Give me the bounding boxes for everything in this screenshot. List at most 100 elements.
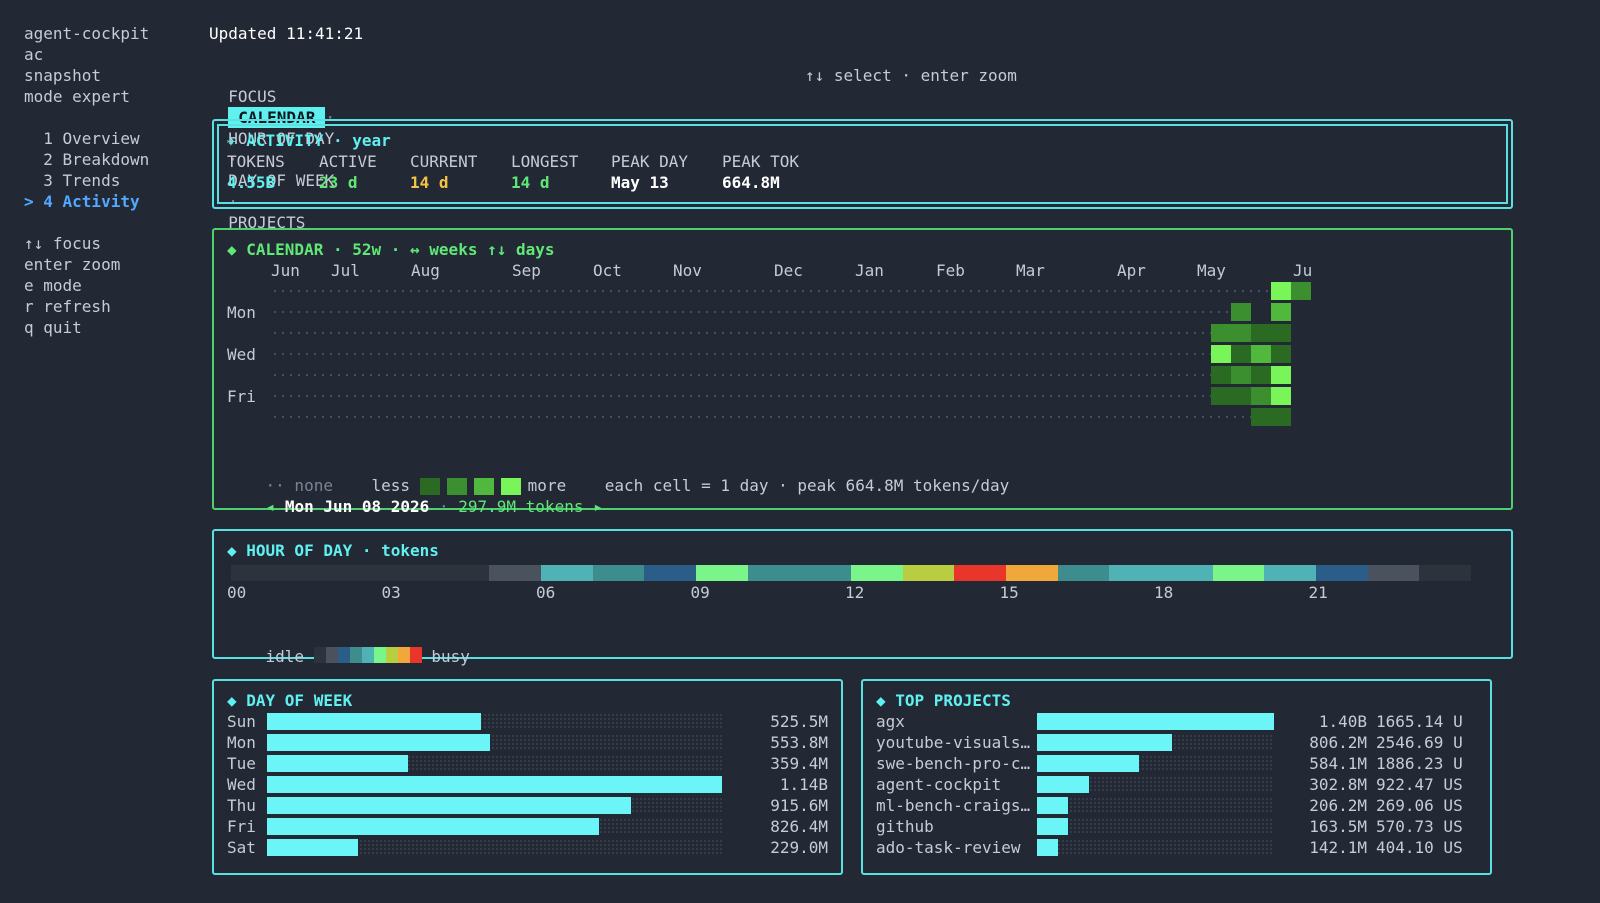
legend-swatch bbox=[446, 478, 467, 495]
nav-item-breakdown[interactable]: 2 Breakdown bbox=[24, 150, 150, 169]
dow-day-label: Tue bbox=[227, 754, 256, 773]
calendar-day-cell[interactable] bbox=[1271, 408, 1291, 426]
hour-of-day-panel[interactable]: ◆ HOUR OF DAY · tokens 00 03 06 09 12 15 18 21 … bbox=[212, 529, 1513, 666]
month-label: Sep bbox=[512, 261, 541, 280]
legend-swatch bbox=[500, 478, 521, 495]
hour-cell[interactable] bbox=[592, 565, 645, 581]
calendar-empty-dots bbox=[271, 310, 1231, 314]
hour-cell[interactable] bbox=[851, 565, 904, 581]
dow-bar-track bbox=[267, 818, 722, 835]
calendar-day-cell[interactable] bbox=[1231, 303, 1251, 321]
hour-tick: 06 bbox=[536, 583, 556, 602]
calendar-day-cell[interactable] bbox=[1211, 387, 1231, 405]
hour-cell[interactable] bbox=[334, 565, 387, 581]
calendar-day-cell[interactable] bbox=[1251, 408, 1271, 426]
hour-cell[interactable] bbox=[386, 565, 439, 581]
hour-cell[interactable] bbox=[1212, 565, 1265, 581]
tab-day-of-week[interactable]: DAY OF WEEK bbox=[228, 171, 335, 190]
hour-cell[interactable] bbox=[954, 565, 1007, 581]
hour-cell[interactable] bbox=[1419, 565, 1472, 581]
calendar-day-cell[interactable] bbox=[1251, 345, 1271, 363]
hour-cell[interactable] bbox=[489, 565, 542, 581]
legend-idle: idle bbox=[265, 647, 305, 666]
top-projects-panel[interactable]: ◆ TOP PROJECTS agx 1.40B 1665.14 U youtube-… bbox=[861, 679, 1492, 875]
hour-cell[interactable] bbox=[902, 565, 955, 581]
project-bar-track bbox=[1037, 713, 1274, 730]
calendar-day-cell[interactable] bbox=[1271, 387, 1291, 405]
hour-cell[interactable] bbox=[1006, 565, 1059, 581]
nav-item-activity[interactable]: > 4 Activity bbox=[24, 192, 140, 211]
project-bar bbox=[1037, 839, 1059, 856]
calendar-day-cell[interactable] bbox=[1211, 345, 1231, 363]
calendar-empty-dots bbox=[271, 373, 1211, 377]
hour-cell[interactable] bbox=[1316, 565, 1369, 581]
tab-hour-of-day[interactable]: HOUR OF DAY bbox=[228, 129, 335, 148]
project-cost: 1886.23 U bbox=[1376, 754, 1463, 773]
calendar-day-cell[interactable] bbox=[1251, 387, 1271, 405]
hour-cell[interactable] bbox=[1109, 565, 1162, 581]
hour-cell[interactable] bbox=[1264, 565, 1317, 581]
dow-bar bbox=[267, 755, 409, 772]
calendar-day-cell[interactable] bbox=[1271, 303, 1291, 321]
hour-cell[interactable] bbox=[541, 565, 594, 581]
hour-tick: 12 bbox=[845, 583, 865, 602]
day-of-week-panel[interactable]: ◆ DAY OF WEEK Sun 525.5M Mon 553.8M Tue 359.4… bbox=[212, 679, 843, 875]
prev-day-arrow-icon[interactable]: ◂ bbox=[265, 497, 276, 516]
tab-projects[interactable]: PROJECTS bbox=[228, 213, 306, 232]
nav-item-overview[interactable]: 1 Overview bbox=[24, 129, 140, 148]
nav-item-trends[interactable]: 3 Trends bbox=[24, 171, 121, 190]
calendar-day-cell[interactable] bbox=[1211, 324, 1231, 342]
hour-cell[interactable] bbox=[644, 565, 697, 581]
hour-cell[interactable] bbox=[1057, 565, 1110, 581]
calendar-row bbox=[271, 365, 1311, 386]
calendar-panel[interactable]: ◆ CALENDAR · 52w · ↔ weeks ↑↓ days Jun Ju… bbox=[212, 228, 1513, 516]
updated-timestamp: Updated 11:41:21 bbox=[209, 24, 364, 43]
calendar-day-cell[interactable] bbox=[1271, 345, 1291, 363]
scale-swatch bbox=[361, 647, 374, 663]
calendar-day-cell[interactable] bbox=[1251, 324, 1271, 342]
hour-cell[interactable] bbox=[747, 565, 800, 581]
project-name[interactable]: github bbox=[876, 817, 934, 836]
project-tokens: 584.1M bbox=[1309, 754, 1367, 773]
project-name[interactable]: agx bbox=[876, 712, 905, 731]
project-name[interactable]: ado-task-review bbox=[876, 838, 1021, 857]
hour-cell[interactable] bbox=[231, 565, 284, 581]
calendar-day-cell[interactable] bbox=[1231, 345, 1251, 363]
calendar-day-cell[interactable] bbox=[1231, 387, 1251, 405]
legend-swatch bbox=[419, 478, 440, 495]
hour-cell[interactable] bbox=[1161, 565, 1214, 581]
project-name[interactable]: ml-bench-craigs… bbox=[876, 796, 1031, 815]
project-name[interactable]: swe-bench-pro-c… bbox=[876, 754, 1031, 773]
calendar-day-cell[interactable] bbox=[1271, 324, 1291, 342]
calendar-day-cell[interactable] bbox=[1271, 366, 1291, 384]
project-bar-track bbox=[1037, 818, 1274, 835]
scale-swatch bbox=[349, 647, 362, 663]
hour-tick: 09 bbox=[690, 583, 710, 602]
dow-value: 229.0M bbox=[770, 838, 828, 857]
stat-value: 14 d bbox=[410, 173, 449, 192]
calendar-day-cell[interactable] bbox=[1291, 282, 1311, 300]
project-name[interactable]: agent-cockpit bbox=[876, 775, 1002, 794]
key-hint-refresh: r refresh bbox=[24, 297, 111, 316]
hour-cell[interactable] bbox=[696, 565, 749, 581]
calendar-day-cell[interactable] bbox=[1211, 366, 1231, 384]
hour-cell[interactable] bbox=[282, 565, 335, 581]
hour-tick: 21 bbox=[1308, 583, 1328, 602]
calendar-day-cell[interactable] bbox=[1251, 366, 1271, 384]
hour-cell[interactable] bbox=[1367, 565, 1420, 581]
calendar-day-cell[interactable] bbox=[1231, 324, 1251, 342]
data-source: snapshot bbox=[24, 66, 102, 85]
calendar-selection[interactable]: ◂ Mon Jun 08 2026 · 297.9M tokens ▸ bbox=[227, 475, 603, 538]
project-cost: 269.06 US bbox=[1376, 796, 1463, 815]
project-tokens: 806.2M bbox=[1309, 733, 1367, 752]
next-day-arrow-icon[interactable]: ▸ bbox=[593, 497, 603, 516]
calendar-day-cell[interactable] bbox=[1231, 366, 1251, 384]
hour-cell[interactable] bbox=[799, 565, 852, 581]
project-name[interactable]: youtube-visuals… bbox=[876, 733, 1031, 752]
legend-none: ·· none bbox=[265, 476, 333, 495]
day-label: Mon bbox=[227, 303, 256, 322]
dow-value: 915.6M bbox=[770, 796, 828, 815]
calendar-day-cell[interactable] bbox=[1271, 282, 1291, 300]
tab-calendar[interactable]: CALENDAR bbox=[228, 107, 326, 128]
hour-cell[interactable] bbox=[437, 565, 490, 581]
